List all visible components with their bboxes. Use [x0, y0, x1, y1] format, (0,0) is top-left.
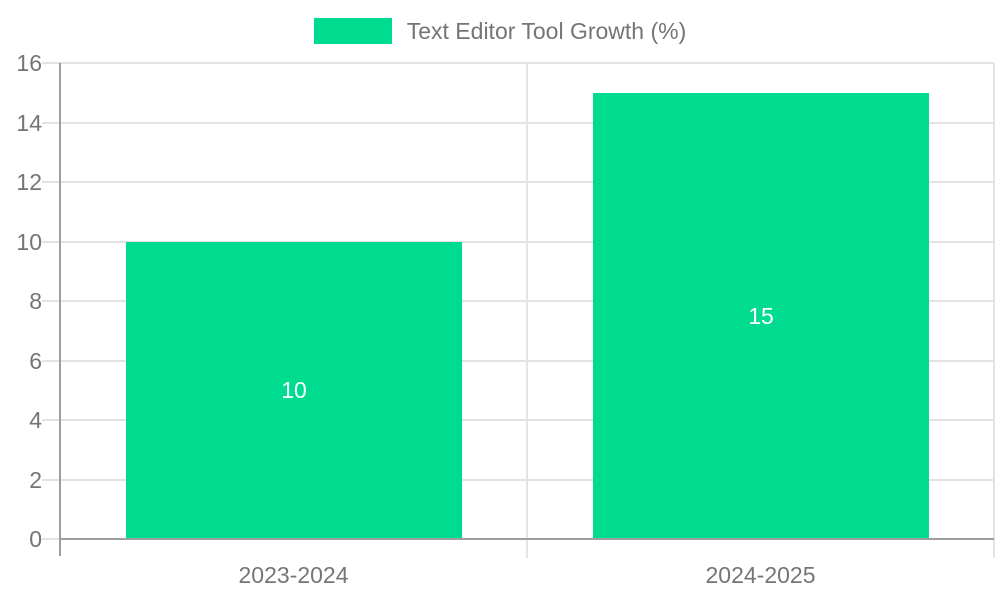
legend-label: Text Editor Tool Growth (%)	[406, 17, 687, 44]
y-axis-tick	[42, 240, 60, 243]
y-axis-tick	[42, 538, 60, 540]
y-axis-tick-label: 2	[29, 466, 42, 493]
y-axis-tick	[42, 62, 60, 64]
bar	[593, 93, 929, 539]
category-boundary-line	[526, 63, 528, 558]
y-axis-tick	[42, 181, 60, 183]
y-axis-tick	[42, 359, 60, 362]
y-axis-tick-label: 12	[16, 169, 42, 195]
y-axis-tick-label: 8	[29, 288, 42, 314]
y-axis-line	[59, 63, 61, 556]
y-axis-tick	[42, 419, 60, 421]
legend: Text Editor Tool Growth (%)	[0, 16, 1000, 46]
bar-value-label: 15	[748, 303, 774, 329]
y-axis-tick-label: 4	[29, 407, 42, 433]
y-axis-tick	[42, 300, 60, 302]
y-axis-tick-label: 10	[16, 228, 42, 255]
y-axis-tick-label: 14	[16, 109, 42, 136]
bar	[126, 242, 462, 540]
x-axis-line	[59, 538, 994, 540]
y-axis-tick-label: 6	[29, 347, 42, 374]
bar-value-label: 10	[281, 377, 307, 403]
y-axis-tick-label: 0	[29, 526, 42, 552]
category-boundary-line	[993, 63, 995, 558]
x-axis-tick-label: 2024-2025	[705, 562, 816, 588]
y-axis-tick	[42, 121, 60, 124]
legend-swatch	[313, 18, 392, 44]
y-axis-tick-label: 16	[16, 50, 42, 76]
x-axis-tick-label: 2023-2024	[238, 562, 349, 588]
y-axis-tick	[42, 478, 60, 481]
